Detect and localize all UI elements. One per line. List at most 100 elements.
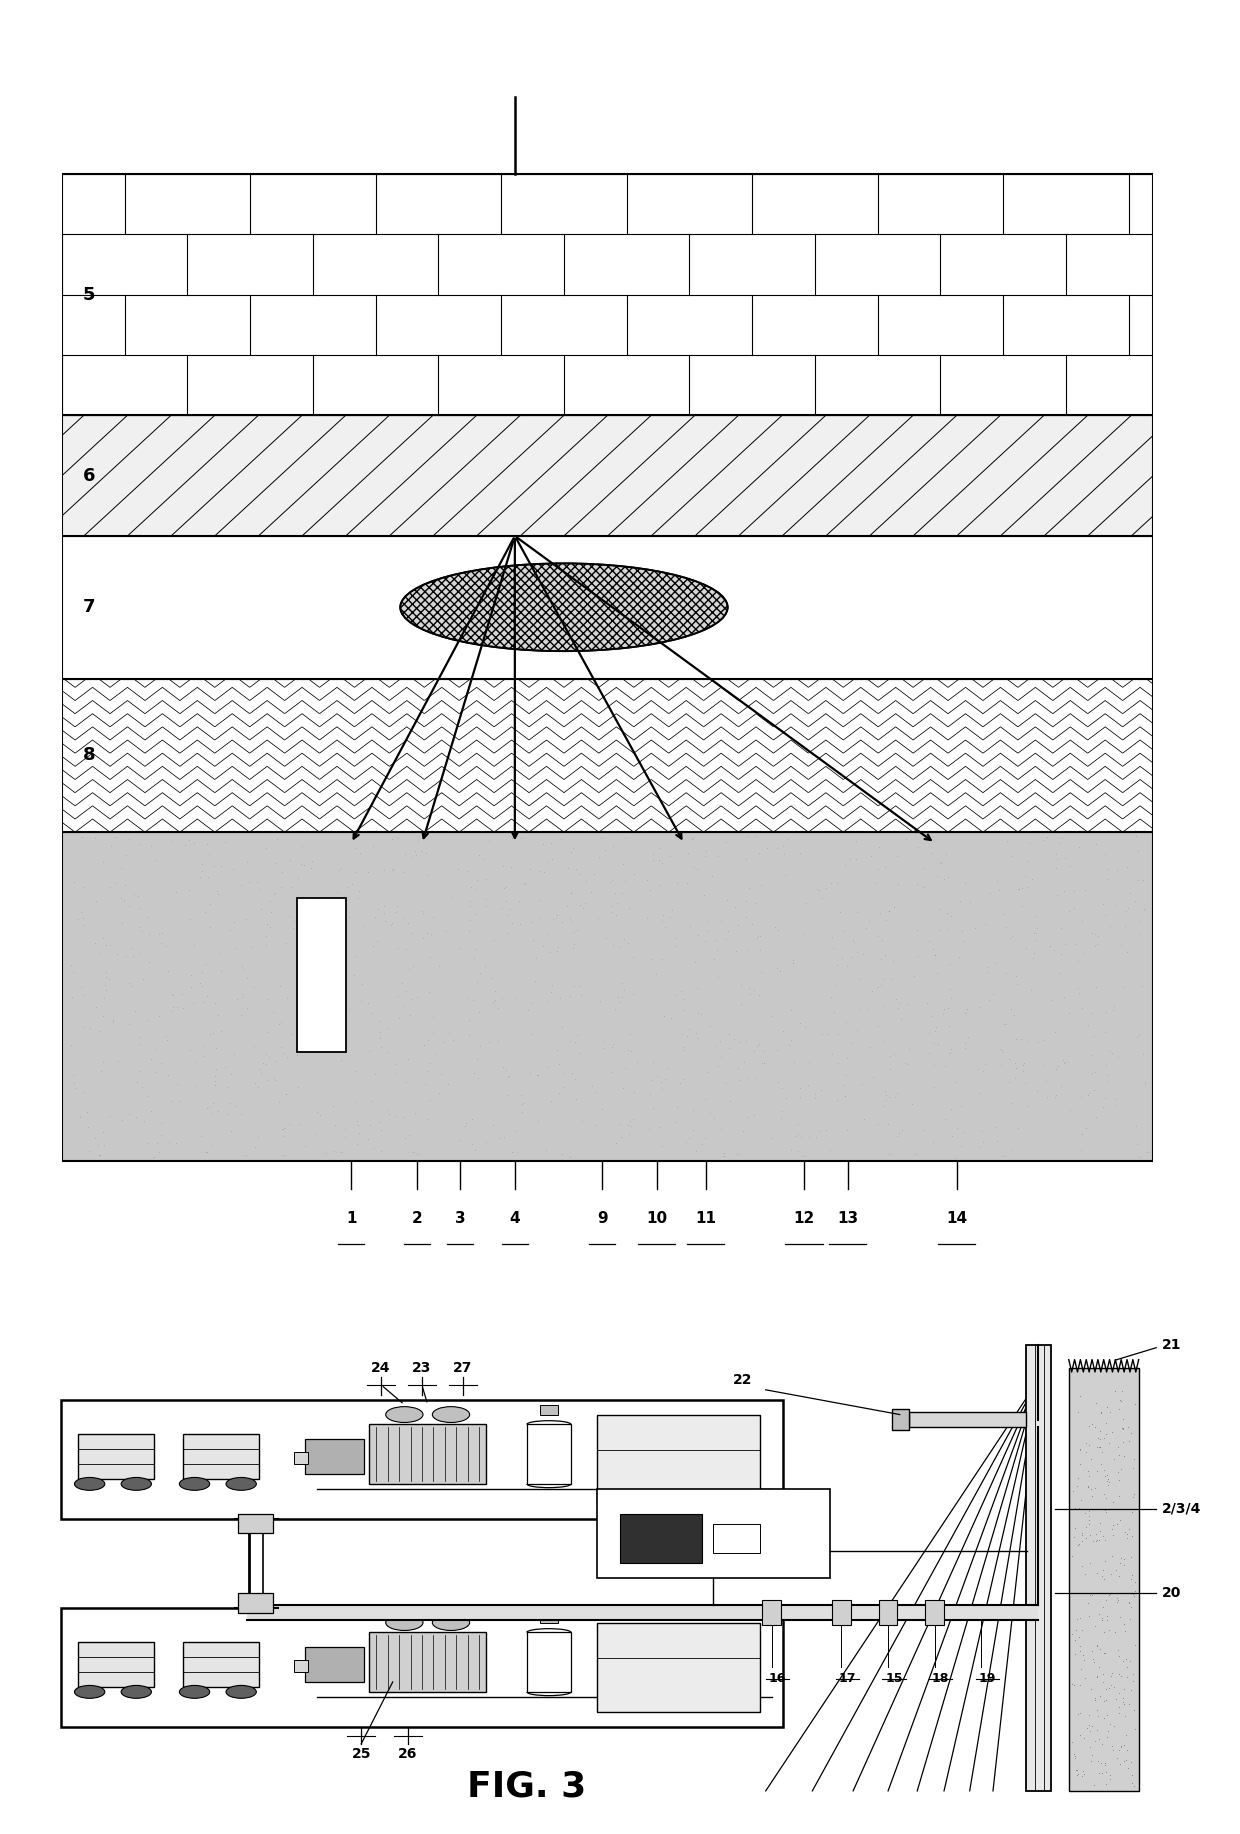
Point [976,910,996,939]
Point [1116,895,1136,924]
Point [316,1137,336,1166]
Point [1084,1770,1104,1799]
Point [1121,1674,1141,1704]
Point [666,932,686,961]
Point [997,825,1017,855]
Point [1117,1524,1137,1553]
Point [459,1005,479,1034]
Point [348,1111,368,1141]
Point [290,1110,310,1139]
Point [347,884,367,913]
Point [162,1086,182,1115]
Point [227,985,247,1014]
Point [1070,1671,1090,1700]
Point [407,840,427,869]
Point [1096,1674,1116,1704]
Point [1097,1605,1117,1634]
Point [1001,1089,1021,1119]
Point [1080,1548,1100,1577]
Point [841,1029,861,1058]
Point [937,899,957,928]
Point [1107,1509,1127,1539]
Point [951,1132,971,1161]
Point [737,902,756,932]
Point [1002,923,1022,952]
Text: 14: 14 [946,1210,967,1225]
Point [1054,983,1074,1012]
Point [1104,1520,1123,1550]
Point [883,946,903,976]
Point [1074,1759,1094,1788]
Point [994,1141,1014,1170]
Bar [892,1409,909,1431]
Point [542,970,562,1000]
Point [223,855,243,884]
Point [847,937,867,967]
Point [859,906,879,935]
Point [763,1122,782,1152]
Point [914,853,934,882]
Point [727,937,746,967]
Point [93,923,113,952]
Point [211,1016,231,1045]
Point [626,1047,646,1077]
Point [289,1003,309,1033]
Point [1083,1042,1102,1071]
Point [1130,919,1149,948]
Point [911,871,931,900]
Point [108,1045,128,1075]
Point [942,1121,962,1150]
Point [94,970,114,1000]
Point [1048,880,1068,910]
Point [1076,1438,1096,1467]
Point [527,1060,547,1089]
Point [619,893,639,923]
Point [157,1060,177,1089]
Point [1060,1095,1080,1124]
Point [1019,829,1039,858]
Point [640,1080,660,1110]
Point [74,1078,94,1108]
Point [694,842,714,871]
Point [233,954,253,983]
Point [706,1031,725,1060]
Point [1102,1541,1122,1570]
Point [268,825,288,855]
Point [1111,1454,1131,1484]
Point [423,902,443,932]
Point [1079,1011,1099,1040]
Point [331,855,351,884]
Point [1079,1431,1099,1460]
Point [1089,1746,1109,1775]
Point [378,1099,398,1128]
Point [512,1089,532,1119]
Point [732,989,751,1018]
Point [162,979,182,1009]
Point [1104,992,1123,1022]
Point [534,858,554,888]
Point [1013,873,1033,902]
Point [817,1020,837,1049]
Point [1074,1757,1094,1786]
Point [325,1110,345,1139]
Point [1101,1761,1121,1790]
Point [795,1012,815,1042]
Point [1106,1084,1126,1113]
Point [93,847,113,877]
Point [270,972,290,1001]
Point [1070,1603,1090,1632]
Point [997,959,1017,989]
Point [200,1091,219,1121]
Point [393,858,413,888]
Point [267,1047,286,1077]
Point [386,1049,405,1078]
Point [770,956,790,985]
Point [74,911,94,941]
Point [312,1023,332,1053]
Point [897,823,916,853]
Point [686,1137,706,1166]
Point [510,910,529,939]
Text: FIG. 2: FIG. 2 [548,1399,667,1432]
Point [760,1001,780,1031]
Point [975,1049,994,1078]
